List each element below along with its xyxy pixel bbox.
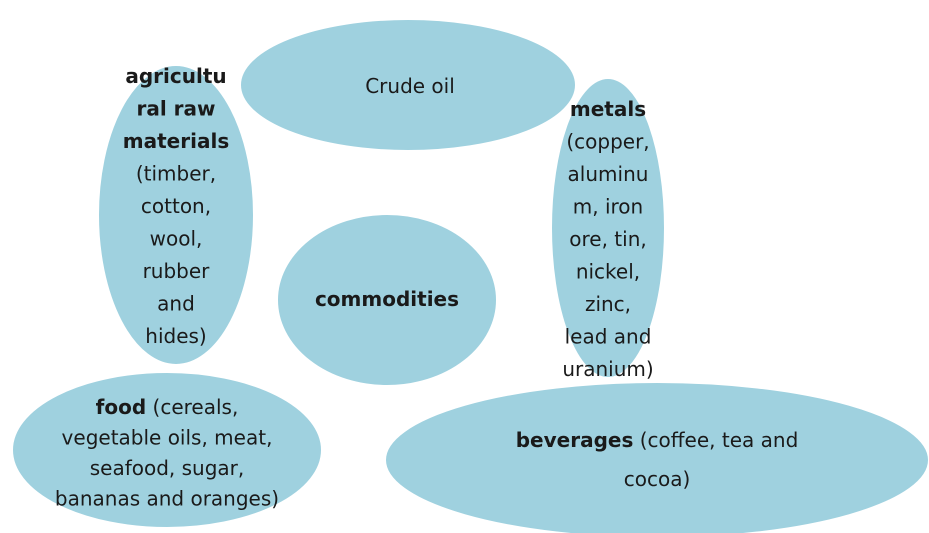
- label-span: materials: [123, 129, 229, 153]
- label-span: agricultu: [125, 64, 226, 88]
- node-label: (timber,: [136, 161, 216, 185]
- node-shape: [550, 77, 666, 379]
- label-span: seafood, sugar,: [90, 456, 245, 480]
- label-span: beverages: [516, 428, 634, 452]
- label-span: commodities: [315, 287, 459, 311]
- node-label: uranium): [562, 357, 653, 381]
- label-span: ore, tin,: [569, 227, 646, 251]
- label-span: Crude oil: [365, 74, 455, 98]
- label-span: (cereals,: [146, 395, 238, 419]
- node-label: cocoa): [624, 467, 691, 491]
- node-shape: [239, 18, 577, 152]
- label-span: ral raw: [136, 96, 215, 120]
- node-label: cotton,: [141, 194, 211, 218]
- label-span: lead and: [565, 324, 652, 348]
- node-label: m, iron: [573, 194, 643, 218]
- label-span: zinc,: [585, 292, 631, 316]
- label-span: aluminu: [568, 162, 649, 186]
- node-label: rubber: [143, 259, 211, 283]
- label-span: (coffee, tea and: [633, 428, 798, 452]
- node-label: Crude oil: [365, 74, 455, 98]
- label-span: cotton,: [141, 194, 211, 218]
- label-span: uranium): [562, 357, 653, 381]
- label-span: (copper,: [566, 129, 649, 153]
- label-span: bananas and oranges): [55, 486, 279, 510]
- node-shape: [276, 213, 498, 387]
- node-label: hides): [145, 324, 206, 348]
- label-span: vegetable oils, meat,: [62, 425, 273, 449]
- label-span: nickel,: [576, 259, 640, 283]
- label-span: hides): [145, 324, 206, 348]
- label-span: wool,: [150, 226, 203, 250]
- node-label: nickel,: [576, 259, 640, 283]
- node-label: bananas and oranges): [55, 486, 279, 510]
- node-label: beverages (coffee, tea and: [516, 428, 799, 452]
- label-span: and: [157, 291, 195, 315]
- node-label: and: [157, 291, 195, 315]
- node-label: wool,: [150, 226, 203, 250]
- node-label: metals: [570, 97, 646, 121]
- node-shape: [97, 64, 255, 366]
- label-span: (timber,: [136, 161, 216, 185]
- label-span: metals: [570, 97, 646, 121]
- node-label: aluminu: [568, 162, 649, 186]
- node-shape: [11, 371, 323, 529]
- node-label: lead and: [565, 324, 652, 348]
- label-span: cocoa): [624, 467, 691, 491]
- node-label: ral raw: [136, 96, 215, 120]
- node-label: seafood, sugar,: [90, 456, 245, 480]
- node-label: vegetable oils, meat,: [62, 425, 273, 449]
- node-label: ore, tin,: [569, 227, 646, 251]
- node-label: (copper,: [566, 129, 649, 153]
- node-shape: [384, 381, 929, 533]
- node-label: commodities: [315, 287, 459, 311]
- label-span: food: [96, 395, 147, 419]
- node-label: agricultu: [125, 64, 226, 88]
- node-label: materials: [123, 129, 229, 153]
- node-label: food (cereals,: [96, 395, 239, 419]
- label-span: rubber: [143, 259, 211, 283]
- label-span: m, iron: [573, 194, 643, 218]
- node-label: zinc,: [585, 292, 631, 316]
